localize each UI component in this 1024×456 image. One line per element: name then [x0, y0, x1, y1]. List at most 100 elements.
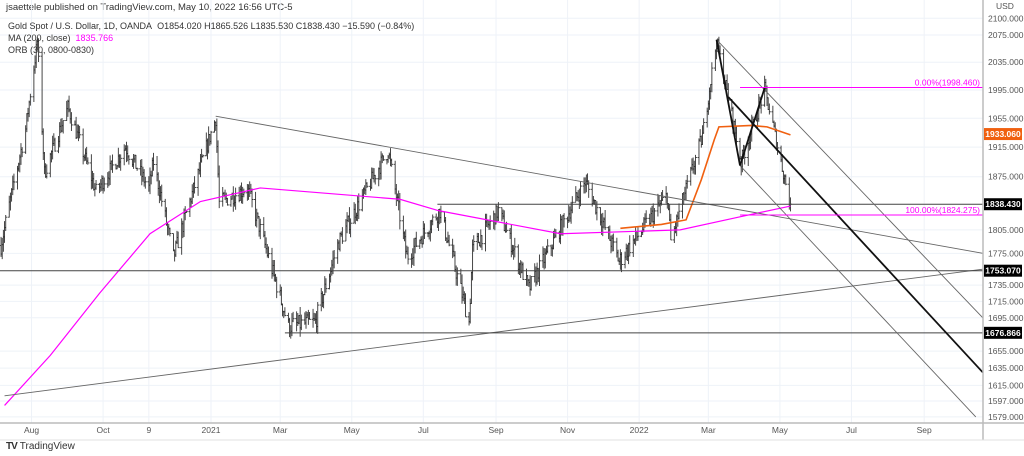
- drawings: 0.00%(1998.460) 100.00%(1824.275): [0, 39, 984, 418]
- y-tick-label: 1915.000: [988, 142, 1024, 152]
- x-tick-label: Jul: [846, 425, 857, 435]
- y-tick-label: 1735.000: [988, 280, 1024, 290]
- price-bar: [685, 174, 689, 189]
- price-bar: [217, 165, 221, 209]
- price-label-box: [984, 326, 1022, 339]
- price-bar: [406, 246, 410, 265]
- price-bar: [152, 152, 156, 171]
- y-tick-label: 1955.000: [988, 113, 1024, 123]
- y-tick-label: 1635.000: [988, 363, 1024, 373]
- ma-label: MA (200, close): [8, 33, 71, 43]
- price-bar: [40, 51, 44, 135]
- chart-legend: Gold Spot / U.S. Dollar, 1D, OANDA O1854…: [8, 20, 414, 56]
- price-bar: [316, 302, 320, 334]
- price-bar: [693, 154, 697, 175]
- symbol-legend[interactable]: Gold Spot / U.S. Dollar, 1D, OANDA O1854…: [8, 20, 414, 32]
- price-bar: [209, 130, 213, 145]
- price-bar: [735, 126, 739, 144]
- price-bar: [628, 235, 632, 257]
- price-bar: [308, 311, 312, 320]
- y-tick-label: 1615.000: [988, 380, 1024, 390]
- ma200-line: [4, 187, 791, 406]
- price-bar: [661, 190, 665, 201]
- price-bar: [767, 103, 771, 115]
- price-bar: [529, 276, 533, 291]
- price-bar: [332, 250, 336, 269]
- price-bar: [250, 188, 254, 208]
- price-bar: [160, 184, 164, 207]
- price-bar: [702, 118, 706, 134]
- x-tick-label: Mar: [273, 425, 288, 435]
- price-label: 1933.060: [985, 129, 1021, 139]
- price-bar: [20, 147, 24, 158]
- price-bar: [578, 181, 582, 207]
- price-bar: [771, 105, 775, 123]
- price-label-box: [984, 128, 1022, 141]
- thick-trend-line: [715, 39, 741, 166]
- tv-logo-icon: TV: [6, 441, 18, 452]
- price-label: 1838.430: [985, 199, 1021, 209]
- price-label: 1753.070: [985, 266, 1021, 276]
- y-tick-label: 2075.000: [988, 30, 1024, 40]
- price-bar: [496, 202, 500, 221]
- orb-legend[interactable]: ORB (30, 0800-0830): [8, 44, 414, 56]
- x-tick-label: May: [344, 425, 361, 435]
- price-bar: [225, 197, 229, 206]
- price-bar: [45, 164, 49, 179]
- price-bar: [710, 62, 714, 93]
- price-bar: [447, 234, 451, 247]
- price-bar: [562, 213, 566, 228]
- price-bar: [414, 231, 418, 247]
- ma-value: 1835.766: [75, 33, 114, 43]
- price-bar: [299, 314, 303, 331]
- price-label-box: [984, 264, 1022, 277]
- price-bar: [110, 154, 114, 173]
- y-tick-label: 1995.000: [988, 85, 1024, 95]
- price-bar: [127, 154, 131, 165]
- price-bar: [171, 233, 175, 252]
- price-bar: [697, 138, 701, 165]
- price-bar: [644, 210, 648, 223]
- price-bar: [611, 233, 615, 252]
- price-bar: [390, 158, 394, 167]
- x-tick-label: Nov: [560, 425, 576, 435]
- ma-legend[interactable]: MA (200, close) 1835.766: [8, 32, 414, 44]
- x-tick-label: 2022: [630, 425, 649, 435]
- price-bar: [176, 231, 180, 249]
- price-bar: [61, 120, 65, 134]
- price-bar: [521, 262, 525, 281]
- price-bar: [135, 167, 139, 171]
- tradingview-logo[interactable]: TV TradingView: [6, 441, 75, 452]
- y-tick-label: 1805.000: [988, 225, 1024, 235]
- currency-label[interactable]: USD: [996, 1, 1014, 11]
- price-bar: [603, 210, 607, 230]
- y-tick-label: 1579.000: [988, 412, 1024, 422]
- price-bar: [143, 176, 147, 189]
- price-bar: [234, 187, 238, 210]
- x-tick-label: Mar: [701, 425, 716, 435]
- price-bar: [365, 182, 369, 188]
- price-bar: [784, 174, 788, 186]
- price-bar: [431, 214, 435, 226]
- price-bar: [349, 218, 353, 238]
- trend-line: [739, 165, 977, 418]
- y-tick-label: 1597.000: [988, 396, 1024, 406]
- y-tick-label: 1775.000: [988, 248, 1024, 258]
- price-bar: [275, 276, 279, 299]
- price-bar: [677, 203, 681, 220]
- price-bar: [266, 246, 270, 259]
- price-bar: [464, 293, 468, 318]
- price-bar: [488, 215, 492, 230]
- x-tick-label: Sep: [488, 425, 503, 435]
- price-bar: [168, 227, 172, 237]
- price-bar: [546, 239, 550, 254]
- x-tick-label: Jul: [418, 425, 429, 435]
- fib-level-label: 100.00%(1824.275): [905, 205, 980, 215]
- price-bar: [620, 252, 624, 273]
- price-bar: [78, 125, 82, 139]
- y-tick-label: 1695.000: [988, 313, 1024, 323]
- price-bar: [12, 173, 16, 191]
- price-bar: [381, 155, 385, 161]
- price-bar: [513, 237, 517, 258]
